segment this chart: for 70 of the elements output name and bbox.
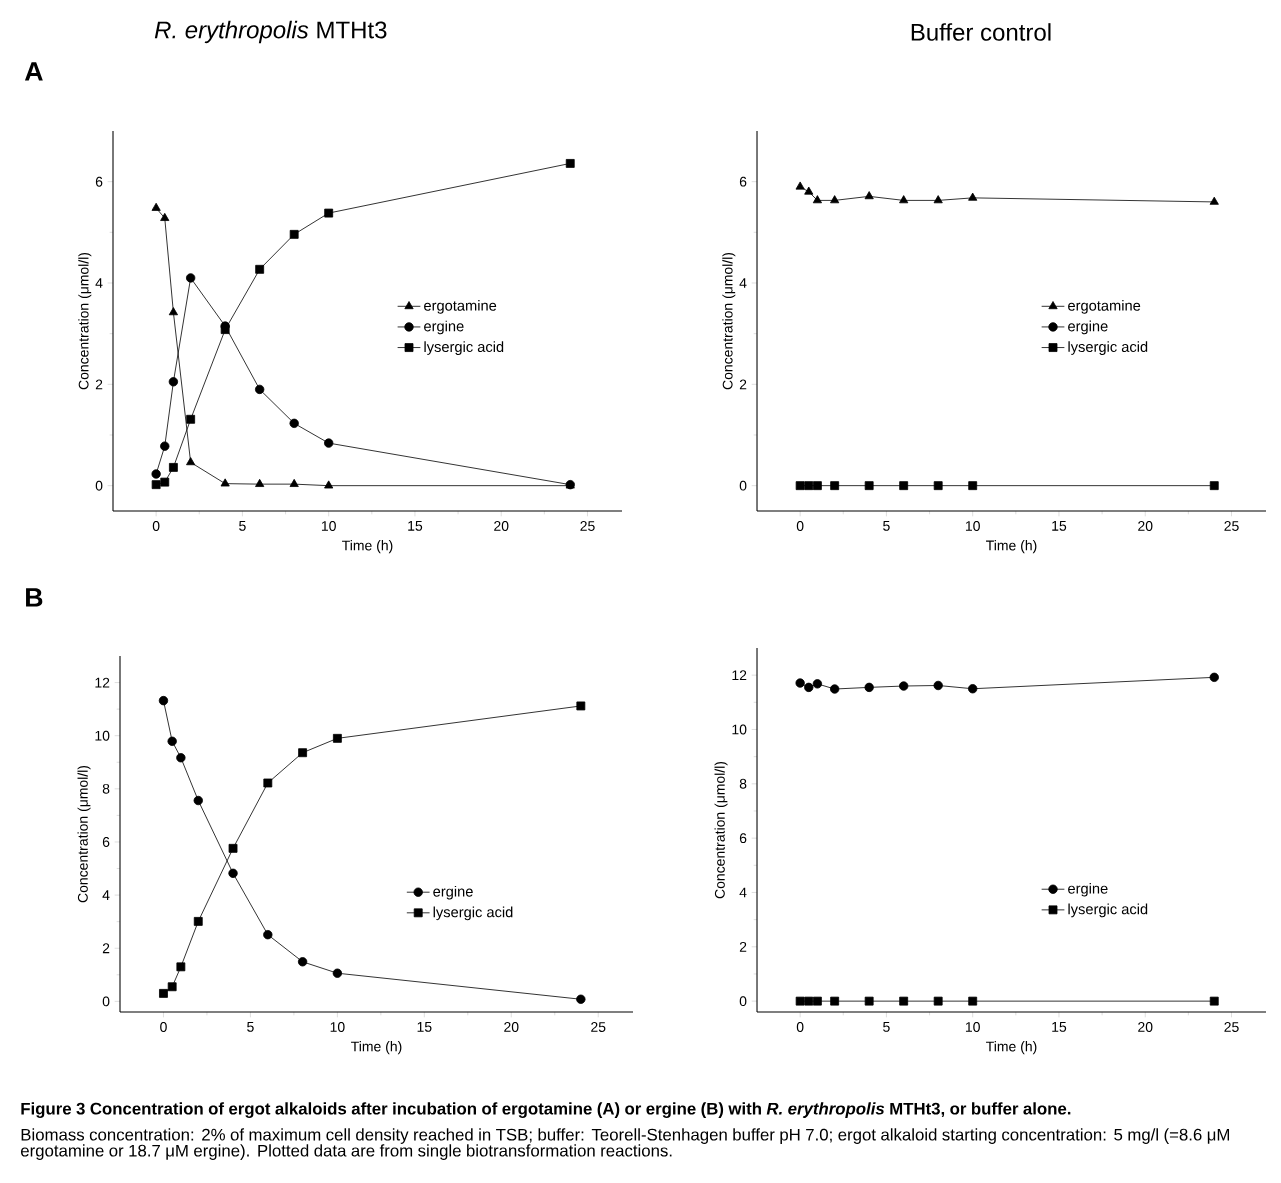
- legend-label: lysergic acid: [1068, 903, 1148, 918]
- y-tick-label: 8: [102, 783, 110, 794]
- x-tick-label: 10: [965, 521, 980, 531]
- y-tick-label: 6: [102, 837, 110, 847]
- x-axis-title: Time (h): [986, 540, 1037, 554]
- x-tick-label: 10: [330, 1022, 345, 1032]
- x-axis-title: Time (h): [986, 1041, 1037, 1055]
- y-tick-label: 4: [739, 887, 747, 898]
- caption: Figure 3 Concentration of ergot alkaloids after incubation of ergotamine (A) or ergine (B) with R. erythropolis MTHt3, or buffer alone.: [21, 1102, 1071, 1118]
- y-tick-label: 8: [739, 778, 747, 789]
- x-tick-label: 0: [152, 521, 160, 531]
- x-tick-label: 15: [408, 521, 423, 531]
- x-tick-label: 0: [796, 1022, 804, 1032]
- legend-label: ergine: [1068, 320, 1108, 335]
- x-tick-label: 20: [494, 521, 509, 531]
- x-axis-title: Time (h): [351, 1041, 402, 1055]
- x-tick-label: 25: [1224, 1022, 1239, 1032]
- y-tick-label: 0: [739, 480, 747, 491]
- y-tick-label: 2: [102, 943, 110, 954]
- legend-label: ergotamine: [1068, 299, 1141, 314]
- y-tick-label: 12: [95, 677, 110, 688]
- legend-label: ergotamine: [424, 300, 497, 314]
- legend-label: lysergic acid: [1068, 341, 1148, 355]
- text: Biomass concentration: 2% of maximum cell density reached in TSB; buffer: Teorell-Stenhagen buffer pH 7.0; ergot alkaloid starting concentration: 5 mg/l (=8.6 μM ergotamine or 18.7 μM ergine). Plotted data are from single biotransformation reactions.: [20, 1128, 1230, 1160]
- y-tick-label: 4: [739, 278, 747, 288]
- text: B: [26, 588, 43, 607]
- y-tick-label: 6: [739, 176, 747, 187]
- x-tick-label: 20: [1138, 521, 1153, 531]
- x-tick-label: 10: [321, 521, 336, 531]
- y-axis-title: Concentration (μmol/l): [714, 761, 728, 899]
- y-tick-label: 2: [95, 379, 103, 390]
- legend-label: lysergic acid: [433, 906, 513, 921]
- x-tick-label: 20: [504, 1022, 519, 1032]
- y-tick-label: 6: [739, 833, 747, 844]
- chart-title: Buffer control: [911, 23, 1051, 41]
- legend-label: ergine: [433, 885, 473, 900]
- y-tick-label: 0: [102, 996, 110, 1007]
- y-axis-title: Concentration (μmol/l): [722, 252, 736, 390]
- y-tick-label: 10: [732, 724, 747, 735]
- x-tick-label: 10: [965, 1022, 980, 1032]
- y-tick-label: 10: [95, 730, 110, 741]
- y-tick-label: 4: [102, 890, 110, 900]
- x-tick-label: 20: [1138, 1022, 1153, 1032]
- x-tick-label: 5: [883, 1022, 890, 1032]
- x-tick-label: 15: [417, 1022, 432, 1032]
- x-tick-label: 0: [160, 1022, 167, 1032]
- x-tick-label: 25: [1224, 521, 1239, 531]
- x-tick-label: 5: [239, 521, 246, 531]
- y-tick-label: 0: [95, 480, 103, 491]
- x-tick-label: 15: [1052, 1022, 1067, 1032]
- x-tick-label: 5: [883, 521, 890, 531]
- y-axis-title: Concentration (μmol/l): [77, 765, 91, 903]
- x-tick-label: 0: [796, 521, 804, 531]
- x-tick-label: 5: [247, 1022, 254, 1032]
- legend-label: ergine: [1068, 882, 1108, 897]
- y-tick-label: 6: [95, 176, 103, 187]
- y-tick-label: 0: [739, 996, 747, 1007]
- y-axis-title: Concentration (μmol/l): [78, 252, 92, 390]
- x-axis-title: Time (h): [342, 540, 393, 554]
- text: A: [24, 62, 43, 81]
- y-tick-label: 2: [739, 941, 747, 952]
- y-tick-label: 2: [739, 379, 747, 390]
- legend-label: ergine: [424, 320, 464, 335]
- y-tick-label: 12: [732, 670, 747, 681]
- legend-label: lysergic acid: [424, 341, 504, 355]
- x-tick-label: 25: [591, 1022, 606, 1032]
- x-tick-label: 25: [580, 521, 595, 531]
- x-tick-label: 15: [1052, 521, 1067, 531]
- y-tick-label: 4: [95, 278, 103, 288]
- chart-title: R. erythropolis MTHt3: [154, 20, 387, 44]
